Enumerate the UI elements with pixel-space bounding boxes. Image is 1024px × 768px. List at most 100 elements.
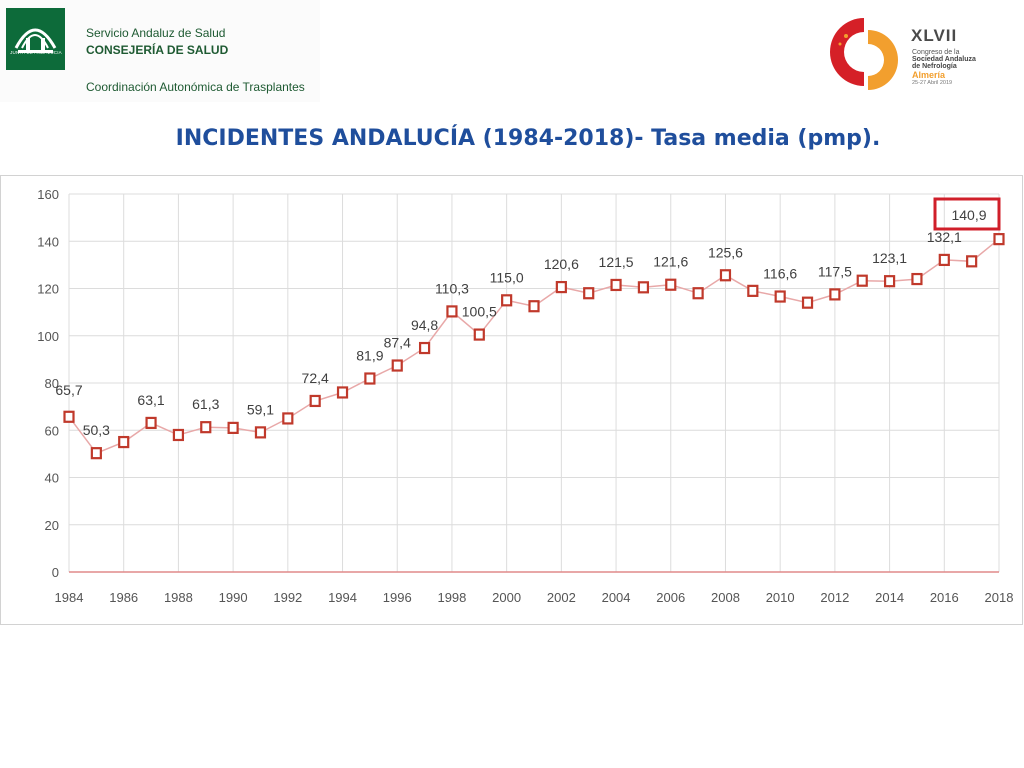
y-tick-label: 0 xyxy=(52,565,59,580)
data-point-marker xyxy=(364,372,376,385)
congress-date: 25-27 Abril 2019 xyxy=(912,80,953,86)
data-point-marker xyxy=(938,253,950,267)
data-point-marker xyxy=(528,300,540,313)
data-label: 50,3 xyxy=(83,422,110,438)
consejeria-name: CONSEJERÍA DE SALUD xyxy=(86,43,229,57)
data-label: 61,3 xyxy=(192,396,219,412)
data-point-marker xyxy=(801,296,814,309)
data-label: 59,1 xyxy=(247,401,274,417)
data-label: 115,0 xyxy=(490,269,524,285)
data-point-marker xyxy=(391,359,403,372)
x-tick-label: 2004 xyxy=(602,590,631,605)
data-point-marker xyxy=(282,412,294,425)
data-label: 121,5 xyxy=(599,254,634,270)
incidence-line-chart: 0 20 40 60 80 100 120 140 160 1984 1986 1988 1990 199… xyxy=(37,187,1014,605)
x-tick-label: 2016 xyxy=(930,590,959,605)
junta-emblem-icon xyxy=(6,8,65,70)
sas-name: Servicio Andaluz de Salud xyxy=(86,26,226,40)
data-point-marker xyxy=(774,290,786,303)
data-label: 132,1 xyxy=(927,229,962,245)
congress-text-3: de Nefrología xyxy=(912,63,957,70)
data-point-marker xyxy=(200,421,212,434)
congress-emblem-icon xyxy=(830,18,898,90)
data-label: 116,6 xyxy=(763,266,797,282)
x-tick-label: 2012 xyxy=(820,590,849,605)
data-point-marker xyxy=(555,280,567,294)
data-label: 65,7 xyxy=(55,382,82,398)
y-tick-label: 80 xyxy=(45,376,59,391)
x-tick-label: 1996 xyxy=(383,590,412,605)
data-label: 87,4 xyxy=(384,335,411,351)
data-point-marker xyxy=(747,284,759,297)
data-point-marker xyxy=(692,287,704,300)
slide-title: INCIDENTES ANDALUCÍA (1984-2018)- Tasa m… xyxy=(175,126,881,151)
y-tick-label: 120 xyxy=(37,282,59,297)
x-tick-label: 1994 xyxy=(328,590,357,605)
data-label: 140,9 xyxy=(951,207,986,223)
data-point-marker xyxy=(145,416,157,430)
y-tick-label: 100 xyxy=(37,329,59,344)
data-point-marker xyxy=(856,274,868,287)
data-point-marker xyxy=(883,275,896,288)
data-point-marker xyxy=(610,278,622,292)
x-tick-label: 2008 xyxy=(711,590,740,605)
congress-text-1: Congreso de la xyxy=(912,49,960,56)
y-tick-label: 160 xyxy=(37,187,59,202)
x-tick-label: 2000 xyxy=(492,590,521,605)
data-point-marker xyxy=(172,428,185,442)
y-tick-label: 40 xyxy=(45,471,59,486)
data-point-marker xyxy=(966,255,978,268)
data-point-marker xyxy=(118,435,130,449)
data-label: 72,4 xyxy=(302,370,329,386)
coordinacion-name: Coordinación Autonómica de Trasplantes xyxy=(86,80,305,94)
data-point-marker xyxy=(227,421,239,434)
sas-logo-block: JUNTA DE ANDALUCIA Servicio Andaluz de S… xyxy=(0,0,320,102)
data-point-marker xyxy=(336,386,349,399)
junta-caption: JUNTA DE ANDALUCIA xyxy=(10,50,62,55)
chart-frame: 0 20 40 60 80 100 120 140 160 1984 1986 1988 1990 199… xyxy=(0,175,1023,625)
data-point-marker xyxy=(637,281,650,294)
data-point-marker xyxy=(90,447,102,460)
data-label: 125,6 xyxy=(708,244,743,260)
data-label: 117,5 xyxy=(818,263,852,279)
data-point-marker xyxy=(501,294,513,307)
x-tick-label: 1988 xyxy=(164,590,193,605)
data-label: 120,6 xyxy=(544,256,579,272)
data-point-marker xyxy=(583,287,595,300)
x-tick-label: 1998 xyxy=(437,590,466,605)
congress-logo-block: XLVII Congreso de la Sociedad Andaluza d… xyxy=(824,16,994,92)
data-label: 110,3 xyxy=(435,280,469,296)
x-tick-label: 1992 xyxy=(273,590,302,605)
data-point-marker xyxy=(309,394,321,408)
data-point-marker xyxy=(665,278,677,291)
data-point-marker xyxy=(829,288,841,301)
data-label: 81,9 xyxy=(356,348,383,364)
x-tick-label: 2006 xyxy=(656,590,685,605)
data-point-marker xyxy=(719,269,732,282)
congress-city: Almería xyxy=(912,70,946,80)
data-label: 94,8 xyxy=(411,317,438,333)
x-tick-label: 1990 xyxy=(219,590,248,605)
data-point-marker xyxy=(63,410,75,423)
x-tick-label: 2010 xyxy=(766,590,795,605)
x-tick-label: 1986 xyxy=(109,590,138,605)
data-label: 121,6 xyxy=(653,254,688,270)
y-tick-label: 20 xyxy=(45,518,59,533)
y-tick-label: 140 xyxy=(37,234,59,249)
data-label: 123,1 xyxy=(872,250,907,266)
y-tick-label: 60 xyxy=(45,423,59,438)
data-point-marker xyxy=(446,305,458,318)
data-label: 100,5 xyxy=(462,304,497,320)
data-label: 63,1 xyxy=(137,392,164,408)
data-point-marker xyxy=(418,341,431,355)
x-tick-label: 2014 xyxy=(875,590,904,605)
x-tick-label: 2018 xyxy=(985,590,1014,605)
congress-number: XLVII xyxy=(911,26,958,45)
highlight-box xyxy=(933,197,1001,231)
x-tick-label: 1984 xyxy=(55,590,84,605)
x-tick-label: 2002 xyxy=(547,590,576,605)
data-point-marker xyxy=(473,328,485,341)
congress-text-2: Sociedad Andaluza xyxy=(912,56,976,63)
data-point-marker xyxy=(911,272,923,286)
data-point-marker xyxy=(254,426,267,439)
